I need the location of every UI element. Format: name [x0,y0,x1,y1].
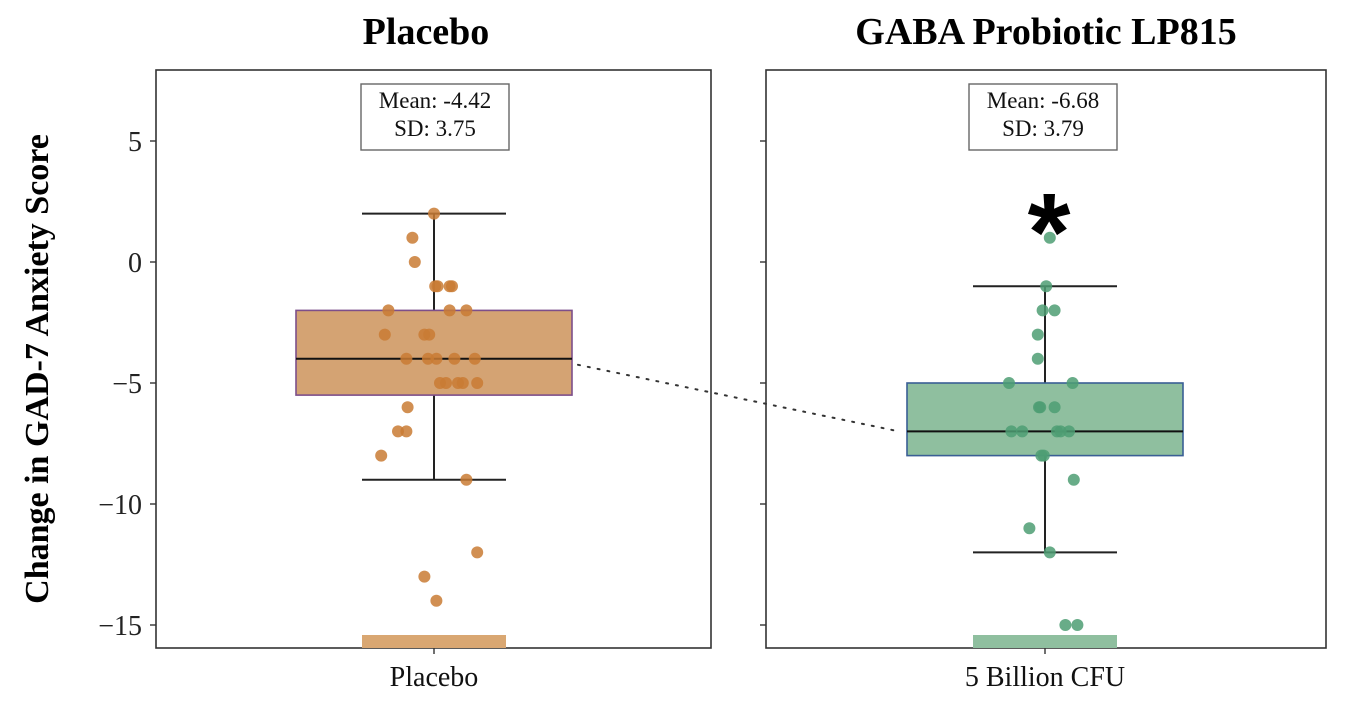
x-tick-label: Placebo [390,662,479,693]
y-tick-label: 0 [128,248,142,279]
data-point [443,304,456,317]
floor-bar [973,635,1117,648]
iqr-box [295,309,573,396]
data-point [1063,425,1075,438]
significance-marker: * [1028,171,1071,294]
data-point [1023,522,1036,535]
data-point [460,304,473,317]
y-tick-label: −15 [98,611,142,642]
data-point [378,328,391,341]
floor-bar [362,635,506,648]
stats-box [360,83,510,151]
data-point [460,473,473,486]
data-point [471,377,484,389]
data-point [1043,231,1056,244]
stats-mean: Mean: -4.42 [379,88,491,113]
x-tick-label: 5 Billion CFU [965,662,1125,693]
data-point [468,352,481,365]
data-point [471,546,484,559]
data-point [456,377,469,389]
data-point [1031,352,1044,365]
y-axis-label: Change in GAD-7 Anxiety Score [19,134,56,604]
data-point [1005,425,1018,438]
data-point [406,231,419,244]
data-point [375,449,388,462]
data-point [1067,473,1080,486]
data-point [1043,546,1056,559]
panels: Placebo 5 0 −5 −10 −15 Placebo Mean: -4.42 SD: 3… [98,11,1327,693]
stats-mean: Mean: -6.68 [987,88,1099,113]
data-point [400,425,413,438]
data-point [1016,425,1029,438]
y-tick-label: −10 [98,490,142,521]
data-point [446,280,458,293]
data-point [423,328,436,341]
panel-title: GABA Probiotic LP815 [855,11,1236,53]
y-tick-label: 5 [128,127,142,158]
data-point [418,570,431,583]
data-point [1048,304,1061,317]
data-point [1066,377,1079,389]
data-point [1040,280,1053,293]
iqr-box [906,382,1184,457]
data-point [440,377,452,389]
data-point [1071,619,1084,631]
data-point [1037,449,1050,462]
data-point [1034,401,1047,414]
y-tick-label: −5 [112,369,142,400]
data-point [1059,619,1072,631]
panel-title: Placebo [363,11,490,53]
data-point [408,256,421,268]
stats-box [968,83,1118,151]
data-point [1036,304,1049,317]
data-point [1054,425,1067,438]
data-point [1003,377,1015,389]
data-point [401,401,414,414]
data-point [1048,401,1061,414]
data-point [382,304,395,317]
data-point [430,594,443,607]
data-point [430,352,443,365]
stats-sd: SD: 3.75 [394,116,476,141]
data-point [392,425,404,438]
data-point [422,352,434,365]
data-point [431,280,444,293]
stats-sd: SD: 3.79 [1002,116,1084,141]
data-point [428,207,440,220]
median-connector [577,363,900,433]
data-point [1031,328,1044,341]
data-point [400,352,413,365]
data-point [448,352,461,365]
